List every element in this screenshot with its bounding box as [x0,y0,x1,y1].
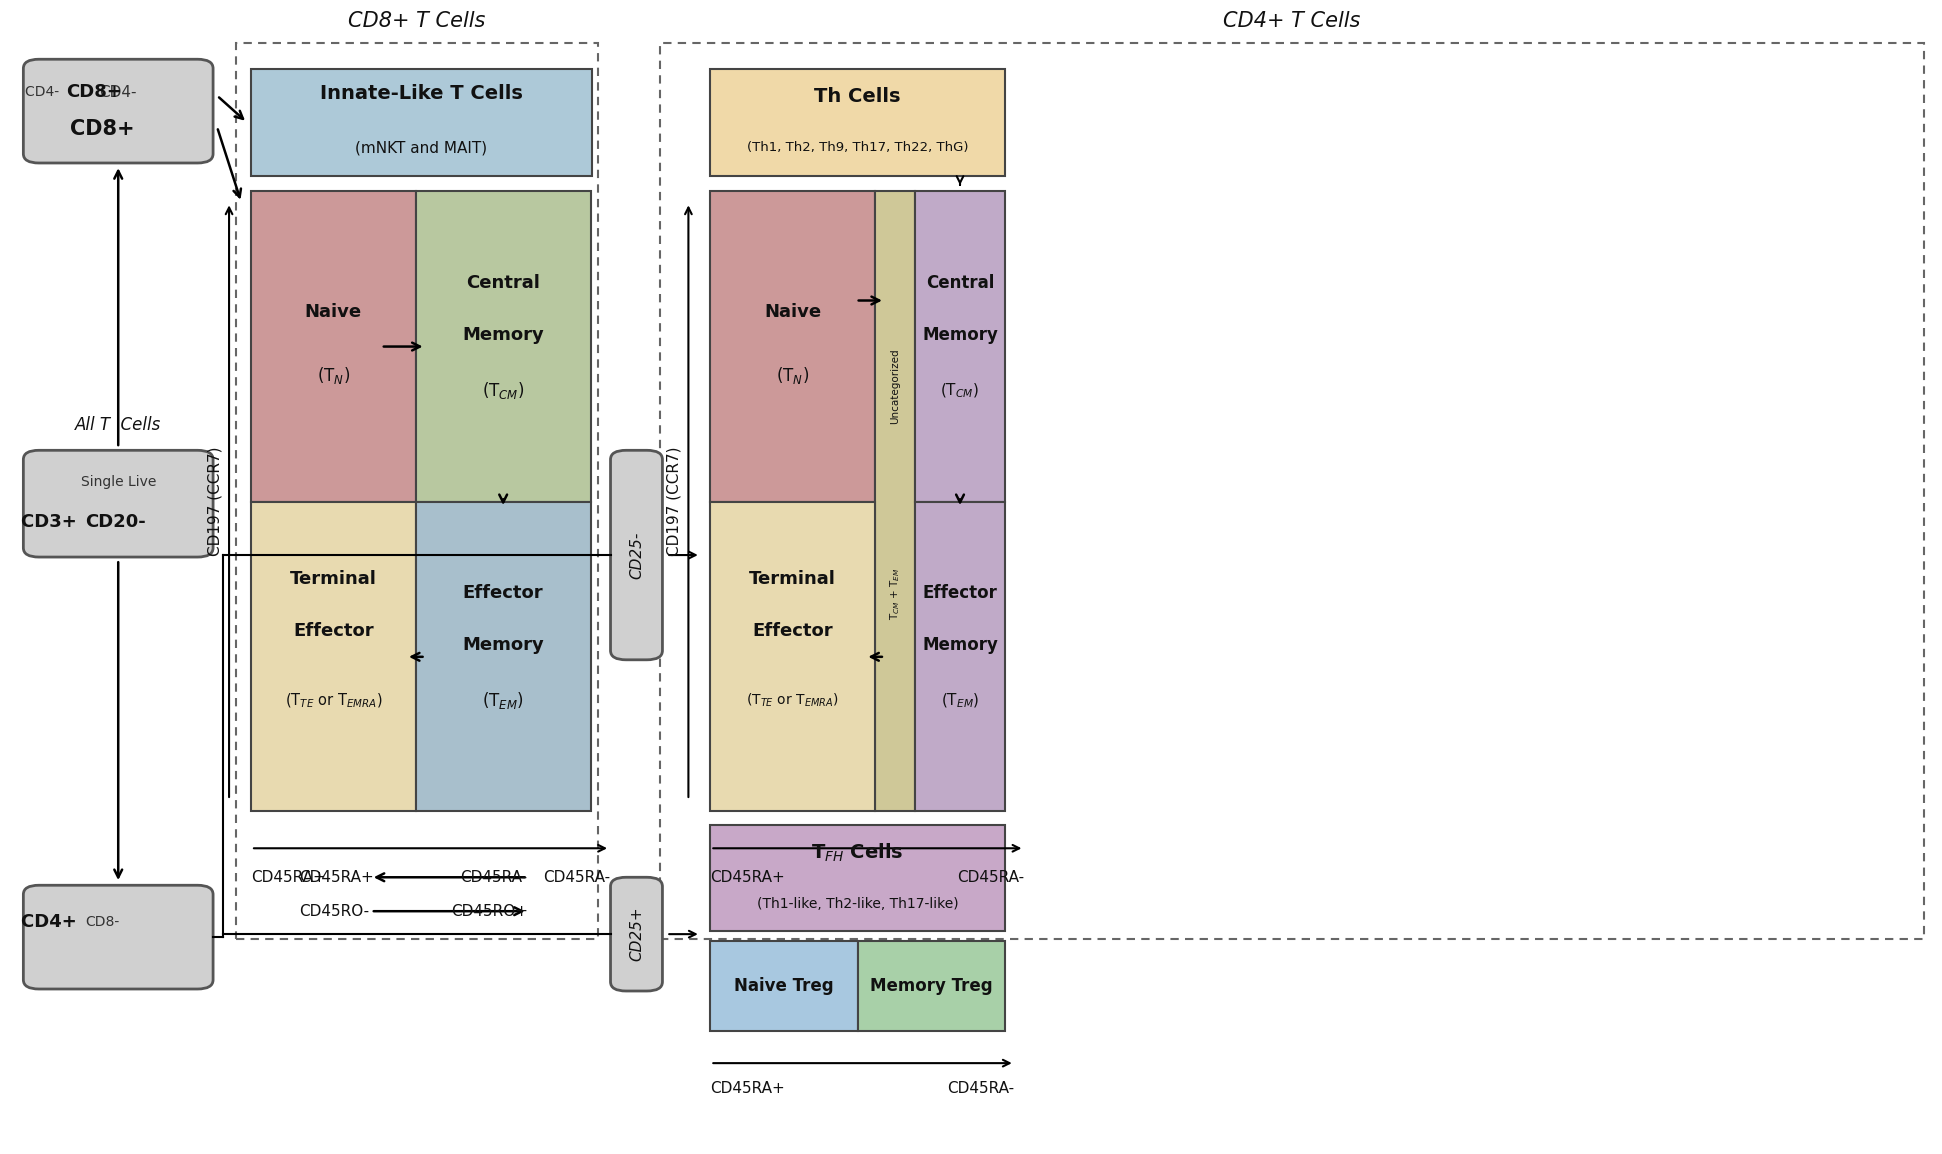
FancyBboxPatch shape [858,942,1004,1031]
Text: (T$_N$): (T$_N$) [777,365,810,385]
Text: (Th1-like, Th2-like, Th17-like): (Th1-like, Th2-like, Th17-like) [757,897,959,911]
Text: Memory: Memory [922,327,998,344]
Text: T$_{FH}$ Cells: T$_{FH}$ Cells [812,841,903,864]
Text: (T$_{CM}$): (T$_{CM}$) [482,380,524,400]
Text: (T$_{EM}$): (T$_{EM}$) [940,691,979,710]
Text: CD3+: CD3+ [21,512,84,531]
FancyBboxPatch shape [876,190,915,811]
Text: CD45RO+: CD45RO+ [451,904,528,919]
Text: Innate-Like T Cells: Innate-Like T Cells [320,84,522,104]
Text: CD45RA-: CD45RA- [948,1081,1014,1096]
Text: Naive: Naive [765,304,821,321]
Text: (T$_{EM}$): (T$_{EM}$) [482,690,524,711]
Text: Memory Treg: Memory Treg [870,977,992,995]
Text: CD45RA-: CD45RA- [544,870,610,885]
Text: T$_{CM}$ + T$_{EM}$: T$_{CM}$ + T$_{EM}$ [887,567,901,620]
FancyBboxPatch shape [23,450,214,557]
Text: (T$_{CM}$): (T$_{CM}$) [940,381,979,399]
FancyBboxPatch shape [251,69,592,175]
FancyBboxPatch shape [416,190,590,502]
FancyBboxPatch shape [711,942,858,1031]
Text: CD20-: CD20- [85,512,146,531]
Text: CD45RO-: CD45RO- [299,904,369,919]
Text: CD45RA-: CD45RA- [460,870,528,885]
FancyBboxPatch shape [711,502,876,811]
Text: CD4+: CD4+ [21,913,84,930]
FancyBboxPatch shape [251,502,416,811]
Text: CD8+: CD8+ [66,83,122,102]
Text: CD8+ T Cells: CD8+ T Cells [348,12,486,31]
Text: Effector: Effector [462,584,544,602]
Text: CD45RA+: CD45RA+ [711,870,785,885]
Text: Terminal: Terminal [750,570,837,587]
Text: (Th1, Th2, Th9, Th17, Th22, ThG): (Th1, Th2, Th9, Th17, Th22, ThG) [748,142,969,155]
Text: (mNKT and MAIT): (mNKT and MAIT) [355,141,487,156]
Text: CD4-: CD4- [99,85,138,100]
Text: Naive: Naive [305,304,361,321]
Text: Central: Central [926,275,994,292]
Text: CD4-: CD4- [25,85,64,99]
FancyBboxPatch shape [416,502,590,811]
Text: (T$_{TE}$ or T$_{EMRA}$): (T$_{TE}$ or T$_{EMRA}$) [746,692,839,710]
FancyBboxPatch shape [23,59,214,163]
Text: (T$_{TE}$ or T$_{EMRA}$): (T$_{TE}$ or T$_{EMRA}$) [285,691,383,710]
Text: CD45RA-: CD45RA- [957,870,1023,885]
FancyBboxPatch shape [711,69,1004,175]
Text: Central: Central [466,275,540,292]
Text: Naive Treg: Naive Treg [734,977,833,995]
FancyBboxPatch shape [711,825,1004,931]
FancyBboxPatch shape [23,885,214,989]
Text: Memory: Memory [922,636,998,654]
Text: Memory: Memory [462,636,544,654]
FancyBboxPatch shape [711,190,876,502]
Text: CD4+ T Cells: CD4+ T Cells [1223,12,1361,31]
Text: CD8-: CD8- [85,915,120,929]
Text: CD45RA+: CD45RA+ [251,870,326,885]
Text: CD197 (CCR7): CD197 (CCR7) [666,447,682,556]
FancyBboxPatch shape [915,502,1004,811]
Text: CD45RA+: CD45RA+ [299,870,373,885]
Text: Uncategorized: Uncategorized [889,349,899,424]
Text: CD197 (CCR7): CD197 (CCR7) [208,447,223,556]
FancyBboxPatch shape [915,190,1004,502]
Text: Effector: Effector [293,622,373,640]
Text: All T  Cells: All T Cells [76,415,161,434]
Text: CD25+: CD25+ [629,907,645,961]
Text: Effector: Effector [922,584,998,602]
Text: CD45RA+: CD45RA+ [711,1081,785,1096]
Text: CD8+: CD8+ [70,119,136,138]
Text: Effector: Effector [752,622,833,640]
FancyBboxPatch shape [610,877,662,991]
Text: Single Live: Single Live [80,475,155,489]
FancyBboxPatch shape [610,450,662,660]
FancyBboxPatch shape [251,190,416,502]
Text: CD25-: CD25- [629,531,645,579]
Text: Th Cells: Th Cells [814,87,901,106]
Text: Terminal: Terminal [289,570,377,587]
Text: (T$_N$): (T$_N$) [317,365,350,385]
Text: Memory: Memory [462,327,544,344]
